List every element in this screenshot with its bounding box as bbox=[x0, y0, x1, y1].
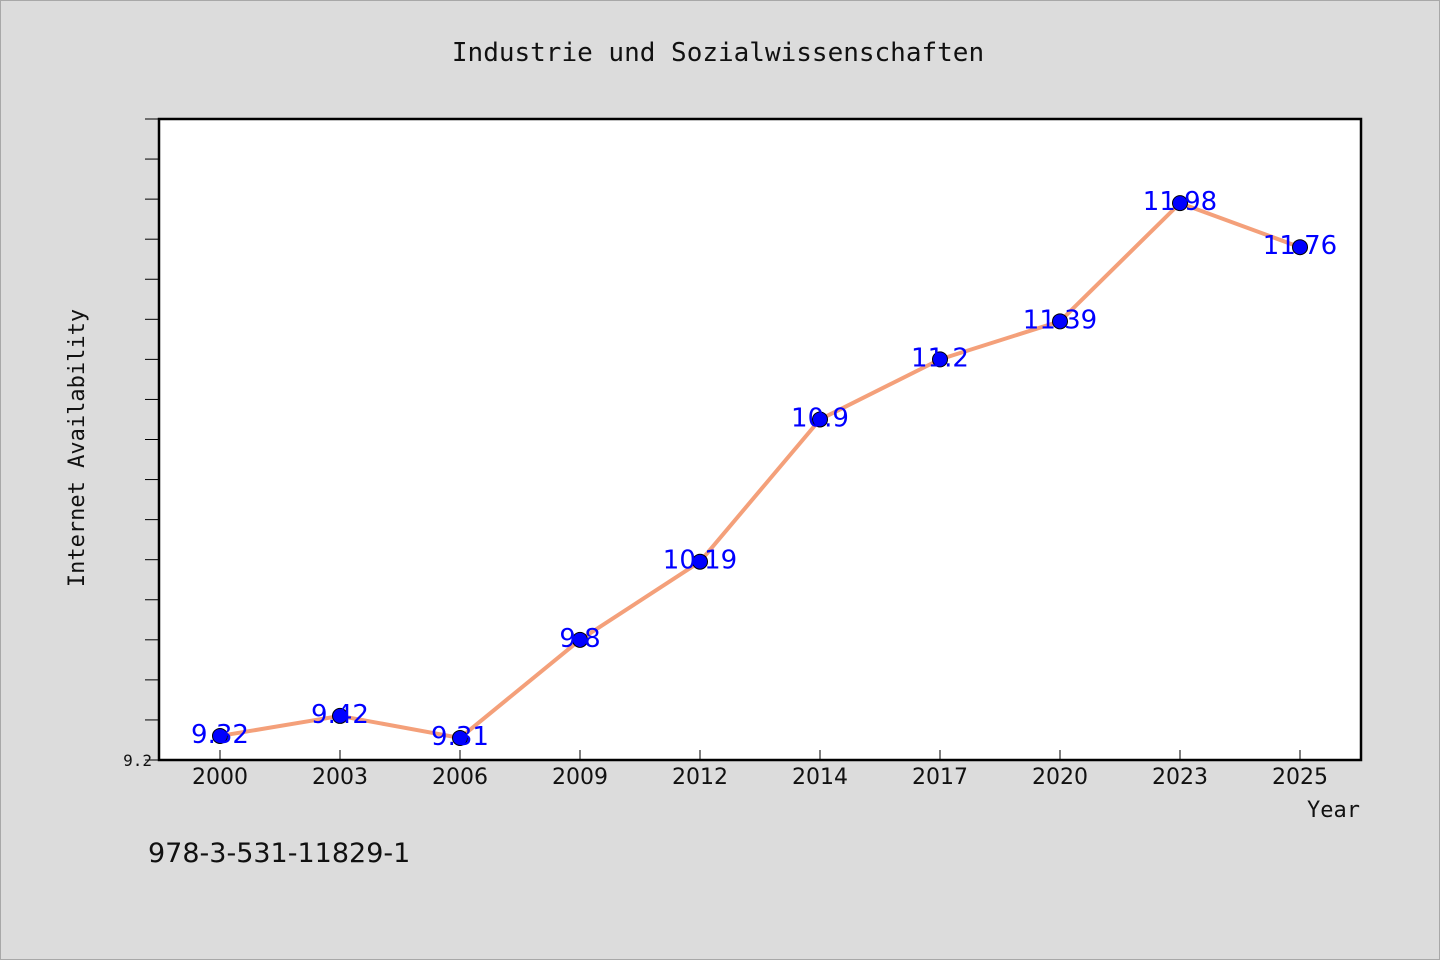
x-tick-label: 2012 bbox=[672, 765, 728, 790]
data-label: 11.2 bbox=[911, 343, 969, 373]
x-tick-label: 2020 bbox=[1032, 765, 1088, 790]
data-label: 9.32 bbox=[191, 720, 249, 750]
data-point bbox=[1292, 239, 1308, 256]
isbn-footer: 978-3-531-11829-1 bbox=[148, 838, 410, 869]
data-point bbox=[212, 727, 228, 744]
series-group: 9.32 9.42 9.31 9.8 10.19 10.9 11.2 11.39 11.98 11… bbox=[191, 187, 1337, 752]
y-axis-ticks: 9.2 bbox=[123, 118, 159, 770]
chart-title: Industrie und Sozialwissenschaften bbox=[452, 38, 984, 68]
data-point bbox=[1172, 195, 1188, 212]
data-label: 9.42 bbox=[311, 700, 369, 730]
data-point bbox=[932, 351, 948, 368]
data-point bbox=[572, 631, 588, 648]
plot-area bbox=[157, 117, 1363, 762]
x-tick-label: 2009 bbox=[552, 765, 608, 790]
data-point bbox=[1052, 313, 1068, 330]
data-label: 11.98 bbox=[1143, 187, 1217, 217]
data-label: 10.9 bbox=[791, 403, 849, 433]
data-label: 11.39 bbox=[1023, 305, 1097, 335]
data-label: 9.8 bbox=[559, 624, 600, 654]
data-point bbox=[812, 411, 828, 428]
data-label: 11.76 bbox=[1263, 231, 1337, 261]
x-tick-label: 2000 bbox=[192, 765, 248, 790]
x-axis-ticks: 2000 2003 2006 2009 2012 2014 2017 2020 2023 2025 bbox=[192, 750, 1328, 790]
x-tick-label: 2006 bbox=[432, 765, 488, 790]
y-axis-label: Internet Availability bbox=[65, 309, 90, 587]
x-tick-label: 2014 bbox=[792, 765, 848, 790]
data-point bbox=[332, 707, 348, 724]
series-line bbox=[219, 201, 1301, 740]
x-tick-label: 2025 bbox=[1272, 765, 1328, 790]
x-tick-label: 2003 bbox=[312, 765, 368, 790]
y-tick-label: 9.2 bbox=[123, 751, 152, 770]
data-point bbox=[692, 553, 708, 570]
x-tick-label: 2023 bbox=[1152, 765, 1208, 790]
data-label: 10.19 bbox=[663, 546, 737, 576]
data-point bbox=[452, 729, 468, 746]
data-label: 9.31 bbox=[431, 722, 489, 752]
x-axis-label: Year bbox=[1307, 798, 1360, 823]
x-tick-label: 2017 bbox=[912, 765, 968, 790]
